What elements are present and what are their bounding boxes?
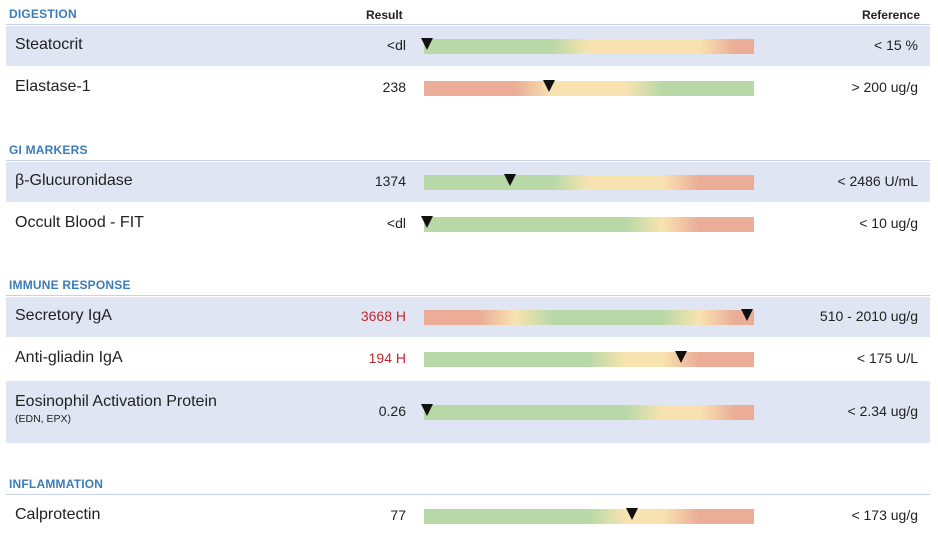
result-value: 3668 H xyxy=(360,308,406,324)
reference-range-bar xyxy=(421,404,754,420)
test-name: Elastase-1 xyxy=(15,78,91,95)
reference-range-bar xyxy=(424,174,754,190)
result-marker-icon xyxy=(625,508,638,520)
result-value: 77 xyxy=(390,507,406,523)
test-name: Calprotectin xyxy=(15,506,101,523)
result-row: Secretory IgA 3668 H 510 - 2010 ug/g xyxy=(6,297,930,337)
reference-range: < 15 % xyxy=(874,37,918,53)
result-column-header: Result xyxy=(366,8,403,22)
result-row: β-Glucuronidase 1374 < 2486 U/mL xyxy=(6,162,930,202)
reference-column-header: Reference xyxy=(861,8,920,22)
test-subtitle: (EDN, EPX) xyxy=(15,413,72,425)
result-row: Eosinophil Activation Protein (EDN, EPX) 0… xyxy=(6,381,930,443)
reference-range: < 173 ug/g xyxy=(851,507,918,523)
section-divider xyxy=(6,24,930,25)
test-name: Anti-gliadin IgA xyxy=(15,349,123,366)
result-row: Steatocrit <dl < 15 % xyxy=(6,26,930,66)
result-marker-icon xyxy=(675,351,688,363)
section-title: INFLAMMATION xyxy=(9,477,104,491)
reference-range-bar xyxy=(424,508,754,524)
result-value: 0.26 xyxy=(378,403,406,419)
test-name: Eosinophil Activation Protein xyxy=(15,393,217,410)
result-marker-icon xyxy=(741,309,754,321)
reference-range: 510 - 2010 ug/g xyxy=(819,308,918,324)
result-value: <dl xyxy=(386,215,406,231)
result-value: 194 H xyxy=(368,350,406,366)
reference-range-bar xyxy=(421,38,754,54)
section-title: IMMUNE RESPONSE xyxy=(9,278,131,292)
result-value: 1374 xyxy=(374,173,406,189)
reference-range-bar xyxy=(421,216,754,232)
result-row: Occult Blood - FIT <dl < 10 ug/g xyxy=(6,204,930,244)
reference-range-bar xyxy=(424,351,754,367)
result-marker-icon xyxy=(503,174,516,186)
result-row: Calprotectin 77 < 173 ug/g xyxy=(6,496,930,536)
test-name: Occult Blood - FIT xyxy=(15,214,144,231)
result-row: Anti-gliadin IgA 194 H < 175 U/L xyxy=(6,339,930,379)
section-title: DIGESTION xyxy=(9,7,77,21)
test-name: β-Glucuronidase xyxy=(15,172,133,189)
result-value: <dl xyxy=(386,37,406,53)
section-divider xyxy=(6,494,930,495)
result-value: 238 xyxy=(382,79,406,95)
result-row: Elastase-1 238 > 200 ug/g xyxy=(6,68,930,108)
result-marker-icon xyxy=(421,404,434,416)
section-divider xyxy=(6,160,930,161)
reference-range: < 10 ug/g xyxy=(859,215,918,231)
result-marker-icon xyxy=(543,80,556,92)
reference-range: > 200 ug/g xyxy=(851,79,918,95)
reference-range: < 2.34 ug/g xyxy=(847,403,918,419)
result-marker-icon xyxy=(421,38,434,50)
reference-range-bar xyxy=(424,80,754,96)
result-marker-icon xyxy=(421,216,434,228)
reference-range-bar xyxy=(424,309,754,325)
section-title: GI MARKERS xyxy=(9,143,88,157)
test-name: Steatocrit xyxy=(15,36,83,53)
reference-range: < 2486 U/mL xyxy=(837,173,918,189)
test-name: Secretory IgA xyxy=(15,307,112,324)
reference-range: < 175 U/L xyxy=(856,350,918,366)
section-divider xyxy=(6,295,930,296)
